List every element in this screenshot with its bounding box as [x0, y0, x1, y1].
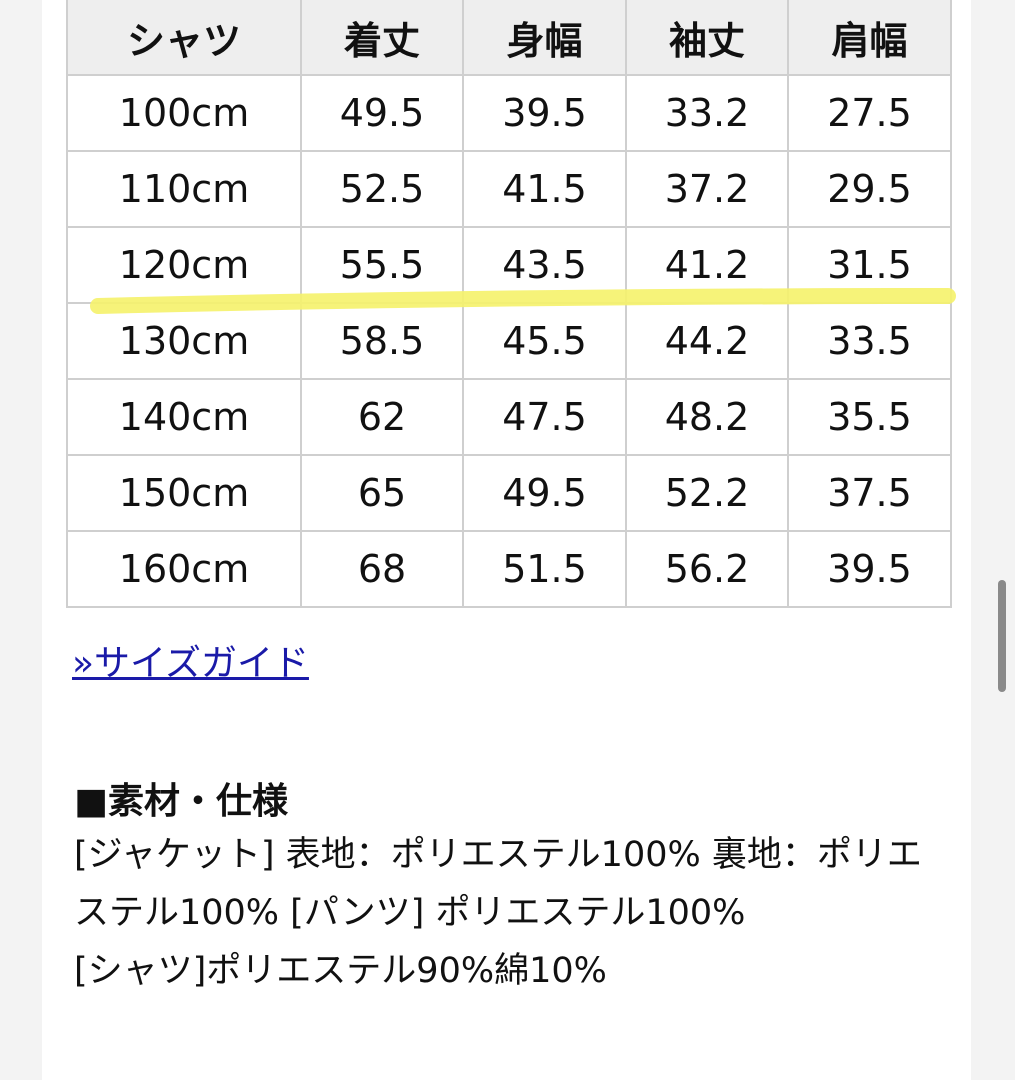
size-cell: 130cm: [66, 302, 302, 380]
measurement-cell: 52.5: [300, 150, 464, 228]
size-cell: 100cm: [66, 74, 302, 152]
size-cell: 140cm: [66, 378, 302, 456]
measurement-cell: 47.5: [462, 378, 627, 456]
measurement-cell: 37.2: [625, 150, 789, 228]
measurement-cell: 55.5: [300, 226, 464, 304]
measurement-cell: 39.5: [787, 530, 952, 608]
measurement-cell: 35.5: [787, 378, 952, 456]
measurement-cell: 52.2: [625, 454, 789, 532]
measurement-cell: 33.5: [787, 302, 952, 380]
measurement-cell: 29.5: [787, 150, 952, 228]
measurement-cell: 48.2: [625, 378, 789, 456]
header-cell: 袖丈: [625, 0, 789, 76]
measurement-cell: 51.5: [462, 530, 627, 608]
measurement-cell: 49.5: [462, 454, 627, 532]
measurement-cell: 44.2: [625, 302, 789, 380]
measurement-cell: 58.5: [300, 302, 464, 380]
table-header-row: シャツ 着丈 身幅 袖丈 肩幅: [66, 0, 952, 76]
size-guide-link[interactable]: »サイズガイド: [72, 643, 309, 684]
measurement-cell: 31.5: [787, 226, 952, 304]
size-table: シャツ 着丈 身幅 袖丈 肩幅 100cm 49.5 39.5 33.2 27.5 110…: [66, 0, 952, 608]
measurement-cell: 45.5: [462, 302, 627, 380]
measurement-cell: 33.2: [625, 74, 789, 152]
measurement-cell: 37.5: [787, 454, 952, 532]
table-row: 110cm 52.5 41.5 37.2 29.5: [66, 150, 952, 228]
materials-heading: ■素材・仕様: [74, 781, 289, 822]
scrollbar-thumb[interactable]: [998, 580, 1006, 692]
measurement-cell: 56.2: [625, 530, 789, 608]
materials-line: [シャツ]ポリエステル90%綿10%: [74, 951, 607, 991]
measurement-cell: 41.5: [462, 150, 627, 228]
size-cell: 150cm: [66, 454, 302, 532]
size-cell: 110cm: [66, 150, 302, 228]
measurement-cell: 49.5: [300, 74, 464, 152]
size-cell: 120cm: [66, 226, 302, 304]
measurement-cell: 65: [300, 454, 464, 532]
materials-text: [ジャケット] 表地：ポリエステル100% 裏地：ポリエステル100% [パンツ…: [74, 826, 924, 1000]
table-row: 160cm 68 51.5 56.2 39.5: [66, 530, 952, 608]
size-cell: 160cm: [66, 530, 302, 608]
measurement-cell: 39.5: [462, 74, 627, 152]
header-cell: シャツ: [66, 0, 302, 76]
header-cell: 着丈: [300, 0, 464, 76]
table-row: 150cm 65 49.5 52.2 37.5: [66, 454, 952, 532]
table-row: 120cm 55.5 43.5 41.2 31.5: [66, 226, 952, 304]
measurement-cell: 62: [300, 378, 464, 456]
table-row: 140cm 62 47.5 48.2 35.5: [66, 378, 952, 456]
materials-line: [ジャケット] 表地：ポリエステル100% 裏地：ポリエステル100% [パンツ…: [74, 835, 922, 933]
header-cell: 肩幅: [787, 0, 952, 76]
measurement-cell: 43.5: [462, 226, 627, 304]
measurement-cell: 27.5: [787, 74, 952, 152]
table-row: 130cm 58.5 45.5 44.2 33.5: [66, 302, 952, 380]
table-row: 100cm 49.5 39.5 33.2 27.5: [66, 74, 952, 152]
measurement-cell: 41.2: [625, 226, 789, 304]
header-cell: 身幅: [462, 0, 627, 76]
measurement-cell: 68: [300, 530, 464, 608]
